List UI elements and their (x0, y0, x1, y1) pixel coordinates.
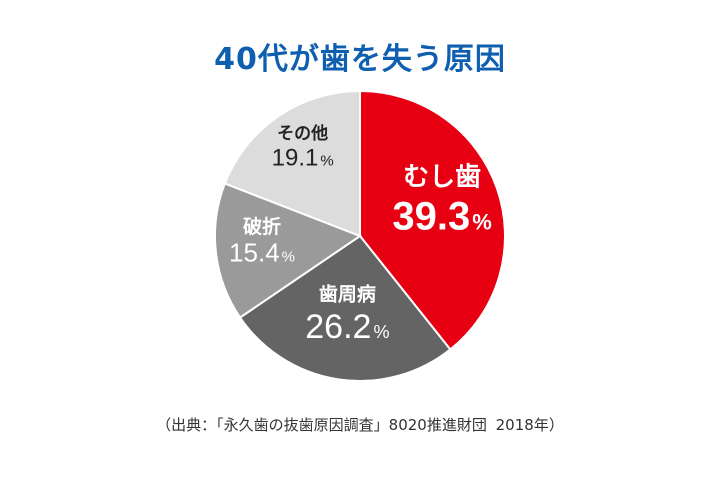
slice-label-2: 歯周病 (319, 282, 376, 305)
slice-label-1: むし歯 (403, 162, 481, 192)
percent-unit: % (320, 152, 333, 169)
source-text: （出典：「永久歯の抜歯原因調査」8020推進財団 (156, 416, 487, 434)
pie-slice-3 (214, 182, 363, 319)
percent-unit: % (373, 322, 389, 342)
source-note: （出典：「永久歯の抜歯原因調査」8020推進財団 2018年） (0, 414, 720, 435)
pie-slice-1 (359, 89, 506, 351)
pie-slice-4 (223, 89, 361, 238)
percent-unit: % (282, 248, 295, 265)
pie-slice-2 (238, 234, 452, 382)
chart-title: 40代が歯を失う原因 (214, 42, 506, 77)
slice-label-4: その他 (277, 123, 328, 144)
slice-value-2: 26.2% (305, 308, 389, 346)
slice-label-3: 破折 (243, 216, 281, 238)
slice-value-3: 15.4% (229, 237, 295, 267)
percent-unit: % (472, 209, 492, 234)
slice-value-1: 39.3% (392, 194, 491, 238)
source-year: 2018年） (495, 416, 564, 434)
